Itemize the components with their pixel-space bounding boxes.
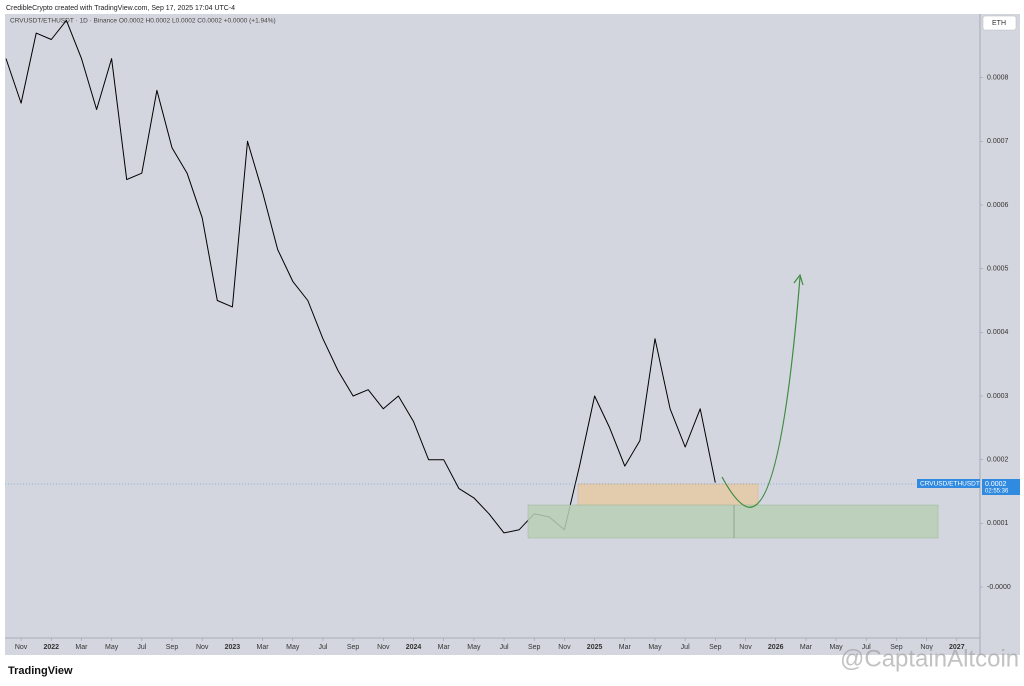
y-tick-label: 0.0004 xyxy=(987,329,1009,336)
x-tick-label: Mar xyxy=(257,644,270,651)
watermark: @CaptainAltcoin xyxy=(840,645,1019,672)
x-tick-label: Sep xyxy=(347,644,360,651)
x-tick-label: May xyxy=(105,644,119,651)
x-tick-label: 2025 xyxy=(587,644,603,651)
x-tick-label: Sep xyxy=(166,644,179,651)
y-tick-label: -0.0000 xyxy=(987,584,1011,591)
x-tick-label: Jul xyxy=(137,644,146,651)
x-tick-label: Jul xyxy=(318,644,327,651)
x-tick-label: 2024 xyxy=(406,644,422,651)
target-zone xyxy=(577,483,759,506)
x-tick-label: May xyxy=(648,644,662,651)
x-tick-label: Nov xyxy=(377,644,390,651)
y-tick-label: 0.0008 xyxy=(987,75,1009,82)
y-tick-label: 0.0005 xyxy=(987,266,1009,273)
x-tick-label: Nov xyxy=(739,644,752,651)
time-axis xyxy=(5,638,980,655)
x-tick-label: May xyxy=(829,644,843,651)
y-tick-label: 0.0006 xyxy=(987,202,1009,209)
support-zone xyxy=(527,504,939,539)
price-axis xyxy=(980,14,1020,655)
x-tick-label: Sep xyxy=(528,644,541,651)
price-tag-countdown: 02:55:36 xyxy=(985,489,1009,495)
x-tick-label: Jul xyxy=(500,644,509,651)
x-tick-label: 2023 xyxy=(225,644,241,651)
currency-button[interactable] xyxy=(982,15,1017,31)
brand: TradingView xyxy=(8,665,73,677)
projection-arrow xyxy=(793,273,804,286)
currency-button-label[interactable]: ETH xyxy=(992,20,1006,27)
y-tick-label: 0.0007 xyxy=(987,138,1009,145)
plot-area xyxy=(5,14,980,638)
x-tick-label: Sep xyxy=(709,644,722,651)
x-tick-label: May xyxy=(286,644,300,651)
x-tick-label: Jul xyxy=(681,644,690,651)
x-tick-label: Mar xyxy=(75,644,88,651)
x-tick-label: Mar xyxy=(800,644,813,651)
price-tag-symbol: CRVUSD/ETHUSDT xyxy=(920,481,980,488)
price-line xyxy=(5,19,716,534)
x-tick-label: May xyxy=(467,644,481,651)
y-tick-label: 0.0001 xyxy=(987,520,1009,527)
legend: CRVUSDT/ETHUSDT · 1D · Binance O0.0002 H… xyxy=(10,18,276,25)
price-tag-symbol-box xyxy=(917,479,980,488)
x-tick-label: Mar xyxy=(619,644,632,651)
x-tick-label: Sep xyxy=(890,644,903,651)
x-tick-label: Nov xyxy=(920,644,933,651)
y-tick-label: 0.0003 xyxy=(987,393,1009,400)
credit: CredibleCrypto created with TradingView.… xyxy=(6,5,235,12)
x-tick-label: 2026 xyxy=(768,644,784,651)
x-tick-label: 2027 xyxy=(949,644,965,651)
x-tick-label: Nov xyxy=(196,644,209,651)
x-tick-label: Jul xyxy=(862,644,871,651)
x-tick-label: Mar xyxy=(438,644,451,651)
x-tick-label: Nov xyxy=(15,644,28,651)
projection-curve xyxy=(721,276,801,508)
x-tick-label: Nov xyxy=(558,644,571,651)
x-tick-label: 2022 xyxy=(43,644,59,651)
y-tick-label: 0.0002 xyxy=(987,457,1009,464)
price-tag-box xyxy=(982,479,1020,495)
price-tag-price: 0.0002 xyxy=(985,481,1007,488)
